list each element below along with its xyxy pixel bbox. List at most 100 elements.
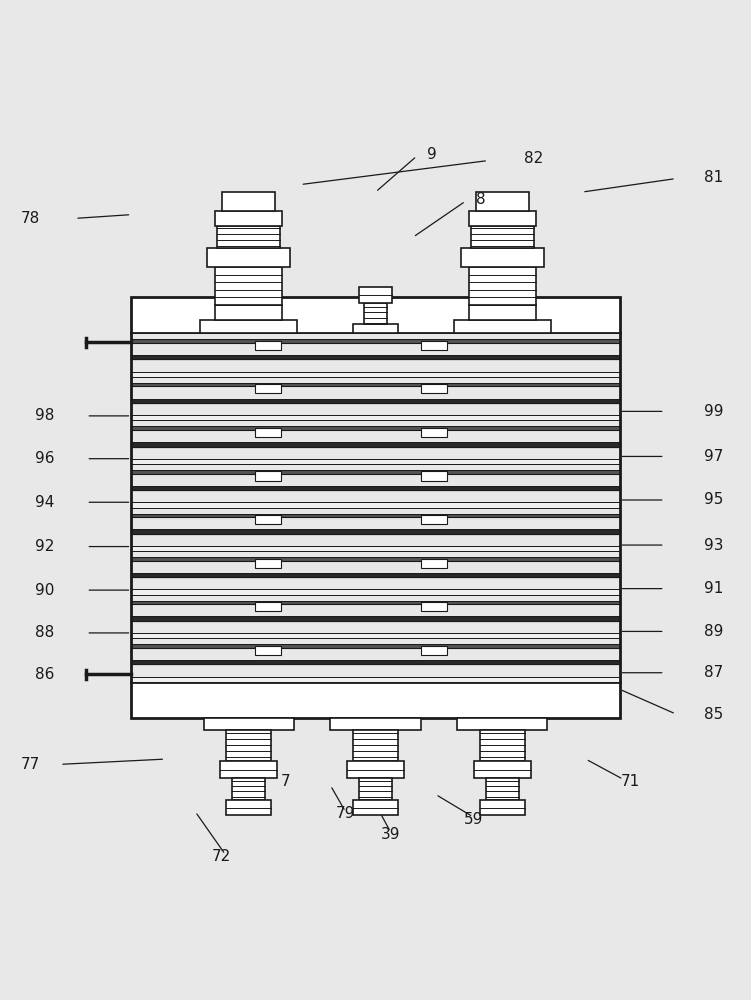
Bar xyxy=(469,211,536,226)
Text: 9: 9 xyxy=(427,147,436,162)
Bar xyxy=(480,800,525,815)
Bar xyxy=(131,355,620,359)
Bar xyxy=(215,267,282,305)
Bar xyxy=(131,430,620,442)
Bar xyxy=(421,515,448,524)
Bar xyxy=(255,515,281,524)
Bar xyxy=(220,761,277,778)
Bar xyxy=(421,559,448,568)
Bar xyxy=(200,320,297,333)
Text: 97: 97 xyxy=(704,449,723,464)
Text: 85: 85 xyxy=(704,707,723,722)
Text: 71: 71 xyxy=(621,774,641,789)
Bar xyxy=(469,305,536,320)
Bar xyxy=(131,633,620,638)
Text: 8: 8 xyxy=(476,192,485,207)
Bar xyxy=(207,248,290,267)
Bar xyxy=(215,211,282,226)
Text: 91: 91 xyxy=(704,581,723,596)
Text: 59: 59 xyxy=(463,812,483,827)
Bar xyxy=(421,384,448,393)
Text: 72: 72 xyxy=(212,849,231,864)
Bar xyxy=(131,557,620,561)
Bar xyxy=(454,320,551,333)
Text: 98: 98 xyxy=(35,408,55,423)
Bar xyxy=(131,464,620,470)
Bar xyxy=(255,471,281,481)
Bar xyxy=(347,761,404,778)
Bar xyxy=(131,577,620,589)
Bar xyxy=(131,420,620,426)
Text: 92: 92 xyxy=(35,539,55,554)
Text: 89: 89 xyxy=(704,624,723,639)
Bar xyxy=(131,403,620,415)
Bar xyxy=(131,339,620,343)
Bar xyxy=(421,341,448,350)
Text: 93: 93 xyxy=(704,538,723,553)
Bar xyxy=(131,426,620,430)
Bar xyxy=(255,602,281,611)
Bar xyxy=(131,383,620,386)
Bar xyxy=(255,428,281,437)
Bar xyxy=(131,648,620,660)
Bar xyxy=(204,718,294,730)
Bar xyxy=(131,415,620,420)
Bar xyxy=(353,324,398,333)
Bar xyxy=(353,800,398,815)
Bar xyxy=(131,442,620,447)
Bar xyxy=(131,459,620,464)
Bar xyxy=(421,471,448,481)
Bar xyxy=(486,778,519,800)
Bar xyxy=(480,730,525,761)
Bar xyxy=(461,248,544,267)
Bar xyxy=(215,305,282,320)
Bar xyxy=(131,638,620,644)
Bar xyxy=(476,192,529,211)
Bar xyxy=(255,341,281,350)
Bar xyxy=(131,359,620,372)
Bar xyxy=(131,517,620,529)
Bar xyxy=(421,428,448,437)
Bar xyxy=(255,559,281,568)
Bar xyxy=(131,604,620,616)
Bar xyxy=(131,573,620,577)
Bar xyxy=(131,470,620,474)
Bar xyxy=(131,333,620,339)
Bar xyxy=(232,778,265,800)
Bar xyxy=(131,601,620,604)
Bar xyxy=(131,546,620,551)
Bar xyxy=(255,646,281,655)
Text: 90: 90 xyxy=(35,583,55,598)
Text: 77: 77 xyxy=(20,757,40,772)
Bar xyxy=(131,682,620,718)
Bar xyxy=(421,602,448,611)
Bar xyxy=(131,644,620,648)
Bar xyxy=(131,502,620,508)
Bar xyxy=(255,384,281,393)
Text: 86: 86 xyxy=(35,667,55,682)
Bar xyxy=(131,589,620,595)
Bar xyxy=(469,267,536,305)
Bar xyxy=(131,621,620,633)
Text: 99: 99 xyxy=(704,404,723,419)
Bar xyxy=(131,677,620,682)
Bar xyxy=(131,486,620,490)
Text: 39: 39 xyxy=(381,827,400,842)
Bar xyxy=(131,660,620,664)
Bar xyxy=(131,399,620,403)
Bar xyxy=(131,514,620,517)
Bar xyxy=(226,800,271,815)
Bar xyxy=(131,664,620,677)
Text: 87: 87 xyxy=(704,665,723,680)
Bar xyxy=(131,551,620,557)
Text: 7: 7 xyxy=(281,774,290,789)
Text: 78: 78 xyxy=(20,211,40,226)
Text: 94: 94 xyxy=(35,495,55,510)
Bar xyxy=(353,730,398,761)
Bar xyxy=(474,761,531,778)
Bar xyxy=(359,778,392,800)
Bar xyxy=(359,287,392,303)
Bar xyxy=(131,343,620,355)
Bar xyxy=(226,730,271,761)
Text: 82: 82 xyxy=(523,151,543,166)
